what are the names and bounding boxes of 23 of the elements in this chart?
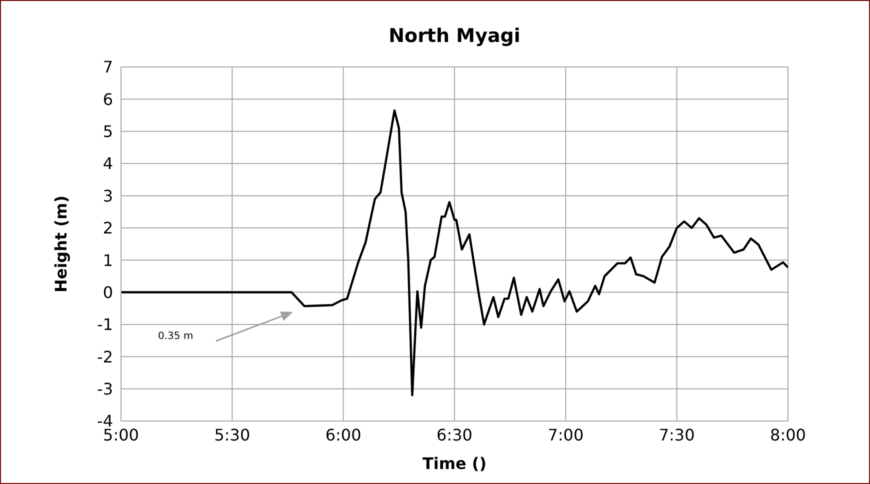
chart-title: North Myagi xyxy=(388,25,522,47)
y-tick-label: 2 xyxy=(102,218,113,238)
x-tick-label: 7:30 xyxy=(658,425,695,444)
y-tick-label: 4 xyxy=(102,154,113,174)
y-tick-label: 7 xyxy=(102,58,113,77)
y-tick-label: -3 xyxy=(97,380,113,398)
y-tick-label: 0 xyxy=(102,282,113,302)
y-tick-label: 3 xyxy=(102,186,113,206)
x-tick-label: 6:30 xyxy=(436,425,472,444)
y-tick-label: -1 xyxy=(97,315,113,334)
x-tick-label: 5:00 xyxy=(103,425,139,444)
y-tick-label: 6 xyxy=(102,90,113,109)
x-tick-label: 6:00 xyxy=(325,425,362,444)
y-tick-label: 5 xyxy=(102,122,113,142)
y-tick-label: 1 xyxy=(102,250,113,270)
line-series xyxy=(121,109,788,396)
x-tick-label: 5:30 xyxy=(214,425,250,444)
x-tick-label: 8:00 xyxy=(770,425,806,444)
y-tick-label: -2 xyxy=(97,347,113,366)
x-axis-title: Time () xyxy=(422,454,487,473)
annotation: 0.35 m xyxy=(158,331,194,342)
x-tick-label: 7:00 xyxy=(548,425,584,444)
y-axis-title: Height (m) xyxy=(52,195,71,293)
